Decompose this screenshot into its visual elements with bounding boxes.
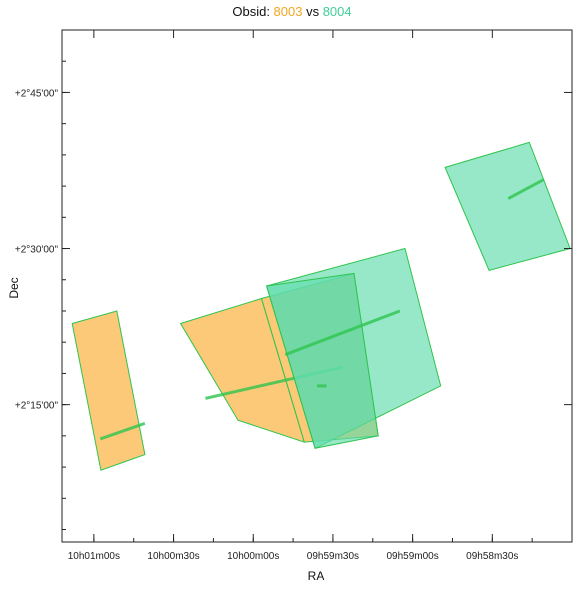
y-tick-label: +2°45'00" — [15, 88, 59, 99]
footprint-8003-0 — [71, 310, 146, 471]
footprint-8004-1 — [444, 141, 571, 271]
x-tick-label: 10h01m00s — [68, 551, 120, 562]
plot-frame — [61, 29, 573, 543]
title-prefix: Obsid: — [232, 4, 274, 19]
footprint-seam-8004-1 — [507, 178, 545, 200]
chart-title: Obsid: 8003 vs 8004 — [0, 4, 584, 19]
x-tick-label: 10h00m30s — [147, 551, 199, 562]
x-tick-label: 09h59m30s — [307, 551, 359, 562]
y-tick-label: +2°15'00" — [15, 401, 59, 412]
title-obsid-b: 8004 — [322, 4, 352, 19]
x-axis-label: RA — [308, 569, 325, 583]
footprint-seam-8004-0 — [284, 309, 401, 357]
title-separator: vs — [302, 4, 323, 19]
x-tick-label: 09h59m00s — [386, 551, 438, 562]
title-obsid-a: 8003 — [273, 4, 303, 19]
footprint-layer — [71, 141, 571, 471]
x-tick-label: 10h00m00s — [227, 551, 279, 562]
y-tick-label: +2°30'00" — [15, 245, 59, 256]
footprint-8004-2 — [265, 272, 379, 449]
y-axis-label: Dec — [7, 277, 21, 298]
footprint-seam-8003-0 — [99, 421, 146, 441]
x-tick-label: 09h58m30s — [466, 551, 518, 562]
tick-layer: 10h01m00s 10h00m30s 10h00m00s 09h59m30s 09h5… — [15, 29, 573, 562]
